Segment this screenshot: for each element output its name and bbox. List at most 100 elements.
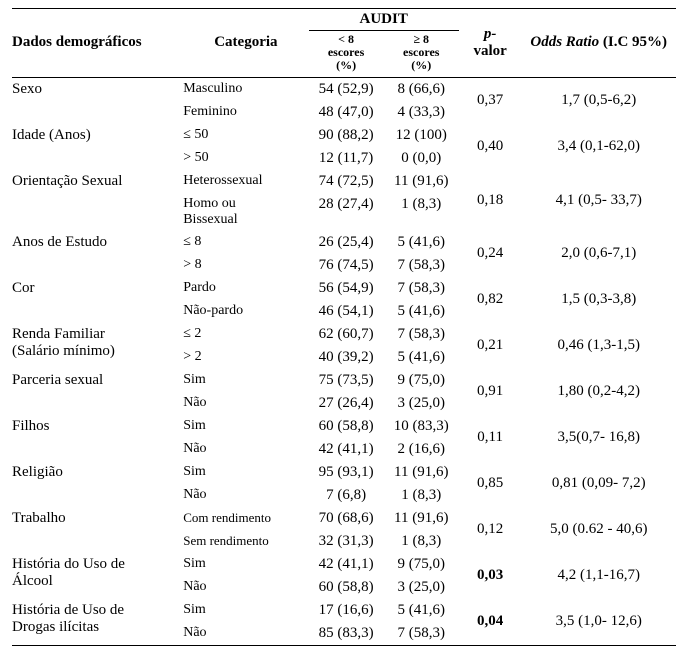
category: > 50: [183, 147, 308, 170]
lt8-value: 56 (54,9): [309, 277, 384, 300]
lt8-value: 62 (60,7): [309, 323, 384, 346]
lt8-value: 42 (41,1): [309, 553, 384, 576]
p-value: 0,03: [459, 553, 522, 599]
category: Sim: [183, 553, 308, 576]
ge8-value: 9 (75,0): [384, 553, 459, 576]
hdr-dados: Dados demográficos: [12, 9, 183, 78]
ge8-value: 12 (100): [384, 124, 459, 147]
ge8-value: 5 (41,6): [384, 231, 459, 254]
odds-ratio: 1,7 (0,5-6,2): [521, 77, 676, 124]
odds-ratio: 3,5(0,7- 16,8): [521, 415, 676, 461]
lt8-value: 76 (74,5): [309, 254, 384, 277]
hdr-p-line1: p-: [484, 26, 497, 42]
ge8-value: 2 (16,6): [384, 438, 459, 461]
table-row: Renda Familiar(Salário mínimo)≤ 262 (60,…: [12, 323, 676, 346]
category: ≤ 8: [183, 231, 308, 254]
odds-ratio: 1,5 (0,3-3,8): [521, 277, 676, 323]
lt8-value: 90 (88,2): [309, 124, 384, 147]
hdr-p-line2: valor: [473, 43, 506, 59]
category: > 8: [183, 254, 308, 277]
odds-ratio: 2,0 (0,6-7,1): [521, 231, 676, 277]
ge8-value: 11 (91,6): [384, 461, 459, 484]
hdr-ge8-3: (%): [411, 58, 431, 72]
category: Feminino: [183, 101, 308, 124]
ge8-value: 11 (91,6): [384, 170, 459, 193]
odds-ratio: 5,0 (0.62 - 40,6): [521, 507, 676, 553]
ge8-value: 0 (0,0): [384, 147, 459, 170]
ge8-value: 8 (66,6): [384, 77, 459, 101]
odds-ratio: 4,1 (0,5- 33,7): [521, 170, 676, 231]
ge8-value: 7 (58,3): [384, 277, 459, 300]
odds-ratio: 4,2 (1,1-16,7): [521, 553, 676, 599]
lt8-value: 42 (41,1): [309, 438, 384, 461]
var-name: Cor: [12, 277, 183, 323]
category: Não-pardo: [183, 300, 308, 323]
hdr-ge8-1: ≥ 8: [413, 32, 429, 46]
lt8-value: 70 (68,6): [309, 507, 384, 530]
p-value: 0,24: [459, 231, 522, 277]
hdr-lt8-1: < 8: [338, 32, 354, 46]
odds-ratio: 0,46 (1,3-1,5): [521, 323, 676, 369]
table-row: CorPardo56 (54,9)7 (58,3)0,821,5 (0,3-3,…: [12, 277, 676, 300]
category: Sim: [183, 369, 308, 392]
lt8-value: 46 (54,1): [309, 300, 384, 323]
lt8-value: 32 (31,3): [309, 530, 384, 553]
ge8-value: 5 (41,6): [384, 346, 459, 369]
lt8-value: 95 (93,1): [309, 461, 384, 484]
hdr-or-italic: Odds Ratio: [530, 34, 599, 50]
ge8-value: 4 (33,3): [384, 101, 459, 124]
p-value: 0,85: [459, 461, 522, 507]
table-row: ReligiãoSim95 (93,1)11 (91,6)0,850,81 (0…: [12, 461, 676, 484]
ge8-value: 7 (58,3): [384, 622, 459, 646]
lt8-value: 74 (72,5): [309, 170, 384, 193]
ge8-value: 3 (25,0): [384, 576, 459, 599]
hdr-lt8: < 8 escores (%): [309, 31, 384, 78]
category: Não: [183, 438, 308, 461]
table-row: Orientação SexualHeterossexual74 (72,5)1…: [12, 170, 676, 193]
p-value: 0,82: [459, 277, 522, 323]
hdr-p: p- valor: [459, 9, 522, 78]
ge8-value: 7 (58,3): [384, 323, 459, 346]
category: Não: [183, 576, 308, 599]
ge8-value: 1 (8,3): [384, 530, 459, 553]
p-value: 0,11: [459, 415, 522, 461]
category: Sem rendimento: [183, 530, 308, 553]
var-name: Sexo: [12, 77, 183, 124]
lt8-value: 26 (25,4): [309, 231, 384, 254]
var-name: Trabalho: [12, 507, 183, 553]
var-name: Renda Familiar(Salário mínimo): [12, 323, 183, 369]
hdr-categoria: Categoria: [183, 9, 308, 78]
header-row-1: Dados demográficos Categoria AUDIT p- va…: [12, 9, 676, 31]
lt8-value: 28 (27,4): [309, 193, 384, 231]
odds-ratio: 0,81 (0,09- 7,2): [521, 461, 676, 507]
lt8-value: 60 (58,8): [309, 415, 384, 438]
table-row: Idade (Anos)≤ 5090 (88,2)12 (100)0,403,4…: [12, 124, 676, 147]
lt8-value: 75 (73,5): [309, 369, 384, 392]
hdr-ge8-2: escores: [403, 45, 439, 59]
ge8-value: 9 (75,0): [384, 369, 459, 392]
category: Sim: [183, 599, 308, 622]
table-row: História de Uso deDrogas ilícitasSim17 (…: [12, 599, 676, 622]
table-row: FilhosSim60 (58,8)10 (83,3)0,113,5(0,7- …: [12, 415, 676, 438]
var-name: História de Uso deDrogas ilícitas: [12, 599, 183, 646]
p-value: 0,18: [459, 170, 522, 231]
table-body: SexoMasculino54 (52,9)8 (66,6)0,371,7 (0…: [12, 77, 676, 645]
ge8-value: 5 (41,6): [384, 300, 459, 323]
lt8-value: 40 (39,2): [309, 346, 384, 369]
odds-ratio: 3,5 (1,0- 12,6): [521, 599, 676, 646]
lt8-value: 17 (16,6): [309, 599, 384, 622]
category: > 2: [183, 346, 308, 369]
var-name: Idade (Anos): [12, 124, 183, 170]
audit-table: Dados demográficos Categoria AUDIT p- va…: [12, 8, 676, 646]
lt8-value: 60 (58,8): [309, 576, 384, 599]
category: ≤ 50: [183, 124, 308, 147]
lt8-value: 27 (26,4): [309, 392, 384, 415]
hdr-lt8-2: escores: [328, 45, 364, 59]
p-value: 0,21: [459, 323, 522, 369]
p-value: 0,91: [459, 369, 522, 415]
table-row: TrabalhoCom rendimento70 (68,6)11 (91,6)…: [12, 507, 676, 530]
lt8-value: 85 (83,3): [309, 622, 384, 646]
ge8-value: 10 (83,3): [384, 415, 459, 438]
p-value: 0,04: [459, 599, 522, 646]
ge8-value: 7 (58,3): [384, 254, 459, 277]
